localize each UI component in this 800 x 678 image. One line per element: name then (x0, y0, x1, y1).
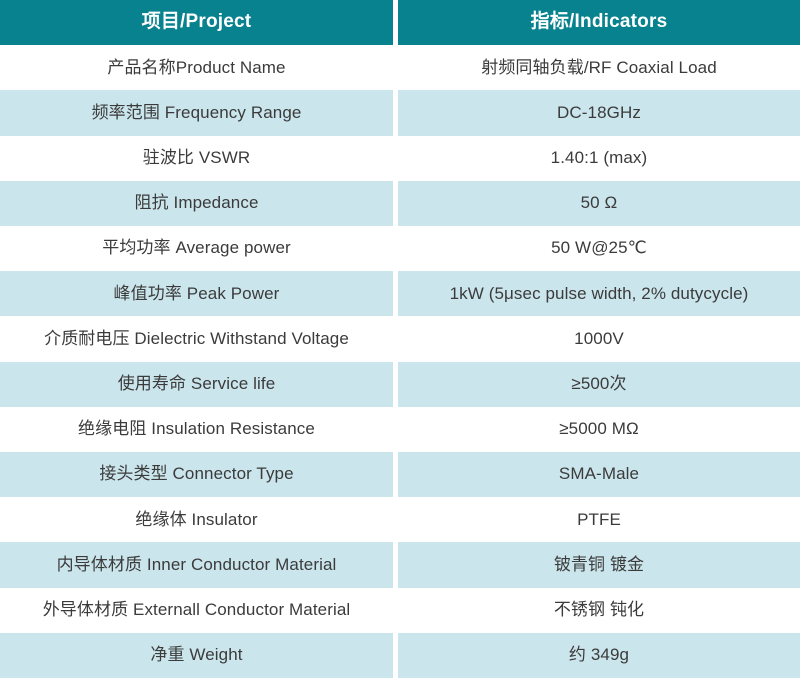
indicator-cell: ≥5000 MΩ (398, 406, 800, 453)
project-cell: 峰值功率 Peak Power (0, 271, 393, 317)
table-row: 绝缘电阻 Insulation Resistance ≥5000 MΩ (0, 406, 800, 453)
table-row: 使用寿命 Service life ≥500次 (0, 361, 800, 407)
indicator-cell: 1kW (5μsec pulse width, 2% dutycycle) (398, 271, 800, 317)
table-row: 接头类型 Connector Type SMA-Male (0, 452, 800, 498)
indicator-cell: 不锈钢 钝化 (398, 587, 800, 633)
table-row: 阻抗 Impedance 50 Ω (0, 180, 800, 227)
project-cell: 内导体材质 Inner Conductor Material (0, 542, 393, 588)
project-cell: 频率范围 Frequency Range (0, 90, 393, 136)
project-cell: 阻抗 Impedance (0, 180, 393, 227)
project-cell: 平均功率 Average power (0, 226, 393, 272)
table-row: 绝缘体 Insulator PTFE (0, 497, 800, 543)
indicator-cell: DC-18GHz (398, 90, 800, 136)
indicator-cell: 50 Ω (398, 180, 800, 227)
table-row: 驻波比 VSWR 1.40:1 (max) (0, 135, 800, 181)
indicator-cell: 1000V (398, 316, 800, 362)
table-row: 频率范围 Frequency Range DC-18GHz (0, 90, 800, 136)
indicator-cell: SMA-Male (398, 452, 800, 498)
project-cell: 净重 Weight (0, 632, 393, 678)
indicator-cell: 50 W@25℃ (398, 226, 800, 272)
indicator-cell: 1.40:1 (max) (398, 135, 800, 181)
project-cell: 绝缘体 Insulator (0, 497, 393, 543)
project-cell: 使用寿命 Service life (0, 361, 393, 407)
project-cell: 产品名称Product Name (0, 45, 393, 91)
table-row: 峰值功率 Peak Power 1kW (5μsec pulse width, … (0, 271, 800, 317)
project-cell: 介质耐电压 Dielectric Withstand Voltage (0, 316, 393, 362)
indicator-cell: ≥500次 (398, 361, 800, 407)
indicator-cell: 射频同轴负载/RF Coaxial Load (398, 45, 800, 91)
project-cell: 接头类型 Connector Type (0, 452, 393, 498)
indicator-cell: PTFE (398, 497, 800, 543)
header-indicators: 指标/Indicators (398, 0, 800, 46)
project-cell: 外导体材质 Externall Conductor Material (0, 587, 393, 633)
table-row: 介质耐电压 Dielectric Withstand Voltage 1000V (0, 316, 800, 362)
table-header-row: 项目/Project 指标/Indicators (0, 0, 800, 46)
table-row: 平均功率 Average power 50 W@25℃ (0, 226, 800, 272)
indicator-cell: 约 349g (398, 632, 800, 678)
table-row: 内导体材质 Inner Conductor Material 铍青铜 镀金 (0, 542, 800, 588)
indicator-cell: 铍青铜 镀金 (398, 542, 800, 588)
project-cell: 绝缘电阻 Insulation Resistance (0, 406, 393, 453)
project-cell: 驻波比 VSWR (0, 135, 393, 181)
table-row: 净重 Weight 约 349g (0, 632, 800, 678)
table-row: 外导体材质 Externall Conductor Material 不锈钢 钝… (0, 587, 800, 633)
table-row: 产品名称Product Name 射频同轴负载/RF Coaxial Load (0, 45, 800, 91)
header-project: 项目/Project (0, 0, 393, 46)
